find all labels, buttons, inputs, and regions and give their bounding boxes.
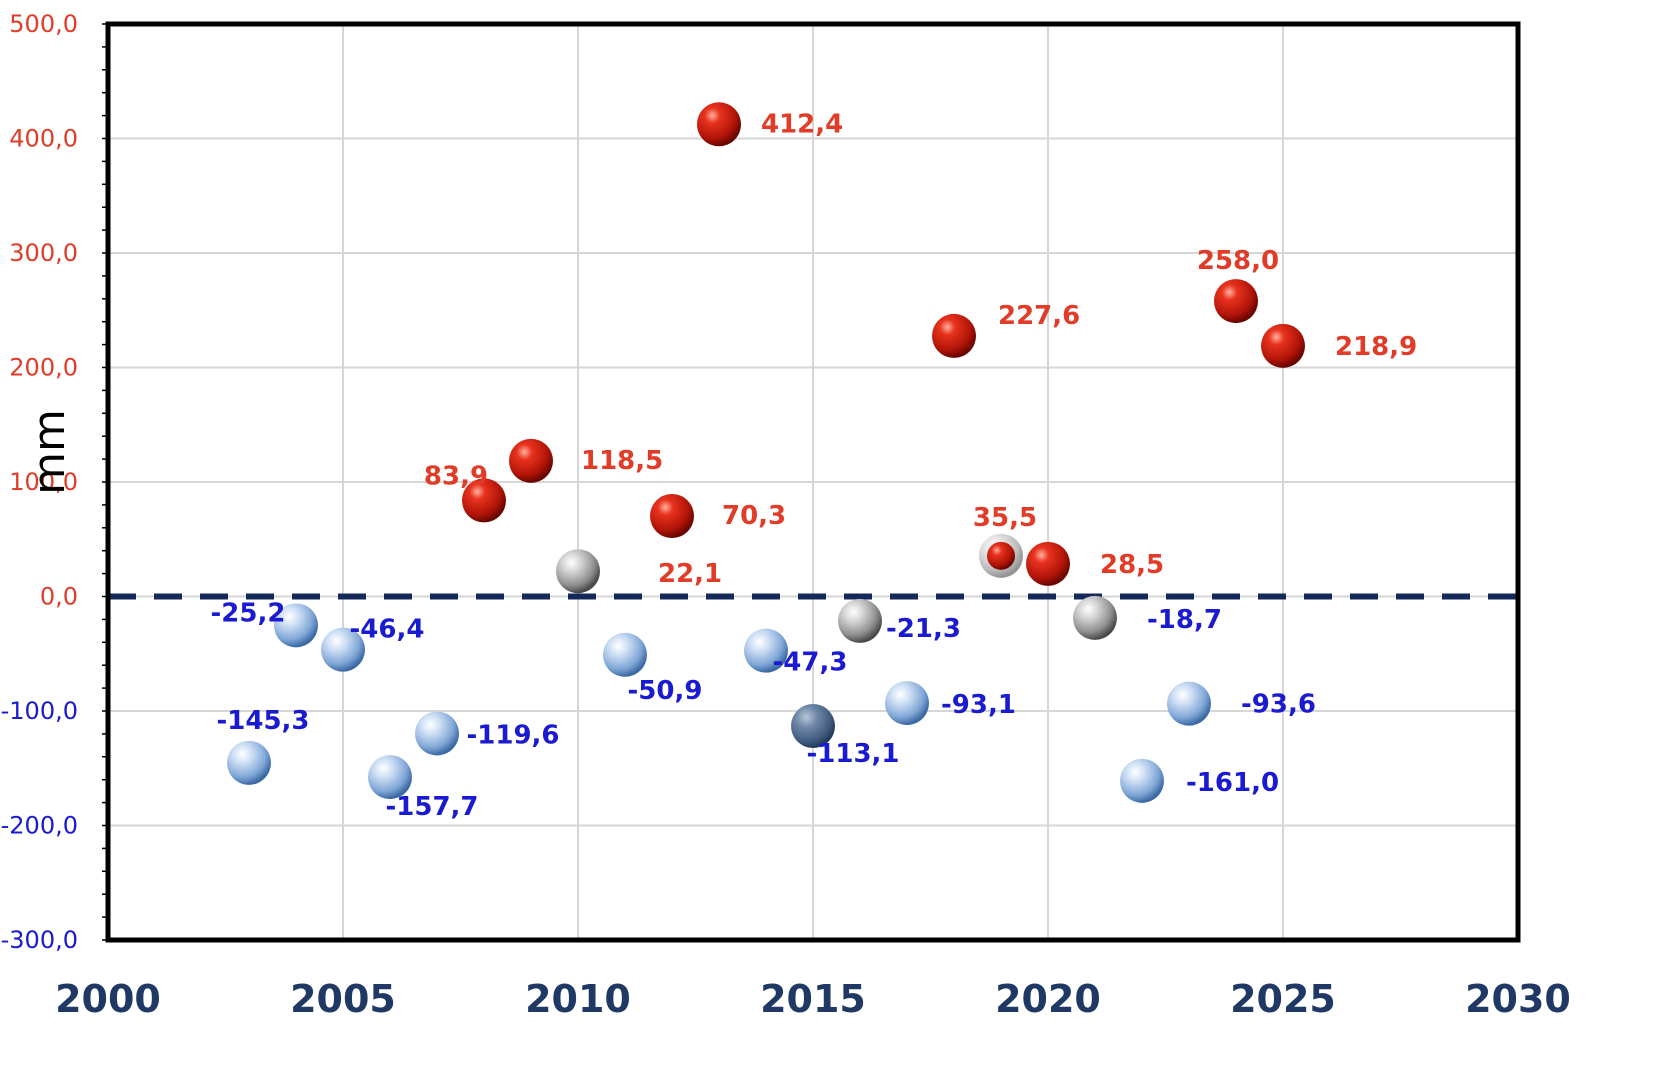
plot-frame [105,21,1521,943]
data-point-2014 [744,628,788,673]
data-label-2015: -113,1 [806,739,899,769]
data-point-2013 [697,102,741,147]
y-tick-label: 100,0 [9,468,78,496]
y-tick-labels: 500,0 400,0 300,0 200,0 100,0 0,0 -100,0 -200,0… [1,10,78,954]
data-point-2011 [603,632,647,677]
data-label-2023: -93,6 [1241,690,1316,720]
data-point-2022 [1120,758,1164,803]
data-point-2010 [556,549,600,594]
data-point-2016 [838,598,882,643]
y-tick-label: 200,0 [9,354,78,382]
data-point-2015 [791,703,835,748]
data-point-2012 [650,494,694,539]
data-point-2023 [1167,681,1211,726]
data-label-2004: -25,2 [211,598,286,628]
data-point-2004 [274,603,318,648]
data-point-2020 [1026,541,1070,586]
grid [107,23,1519,941]
data-label-2021: -18,7 [1147,605,1222,635]
x-tick-label: 2000 [55,977,161,1021]
data-label-2005: -46,4 [350,615,425,645]
data-point-2003 [227,740,271,785]
x-tick-labels: 2000 2005 2010 2015 2020 2025 2030 [55,977,1571,1021]
data-label-2019: 35,5 [973,503,1037,533]
data-label-2013: 412,4 [761,109,843,139]
data-point-2009 [509,438,553,483]
data-label-2007: -119,6 [466,720,559,750]
data-label-2018: 227,6 [998,301,1080,331]
x-tick-label: 2025 [1230,977,1336,1021]
data-label-2022: -161,0 [1186,768,1279,798]
data-label-2011: -50,9 [628,676,703,706]
data-point-2021 [1073,595,1117,640]
x-tick-label: 2015 [760,977,866,1021]
data-points [227,102,1305,803]
data-point-2025 [1261,323,1305,368]
y-axis-label: mm [24,409,75,495]
y-tick-label: -200,0 [1,812,78,840]
data-label-2010: 22,1 [658,559,722,589]
data-label-2006: -157,7 [385,792,478,822]
data-point-2024 [1214,279,1258,324]
data-point-2018 [932,313,976,358]
data-label-2009: 118,5 [581,446,663,476]
data-point-2008 [462,478,506,523]
data-label-2008: 83,9 [424,461,488,491]
y-tick-label: 400,0 [9,125,78,153]
y-tick-label: 0,0 [40,583,78,611]
y-tick-label: 300,0 [9,239,78,267]
data-label-2016: -21,3 [886,614,961,644]
x-tick-label: 2010 [525,977,631,1021]
x-tick-label: 2020 [995,977,1101,1021]
data-point-2019 [987,541,1015,570]
data-label-2020: 28,5 [1100,550,1164,580]
data-label-2017: -93,1 [941,690,1016,720]
y-tick-label: 500,0 [9,10,78,38]
data-label-2025: 218,9 [1335,332,1417,362]
data-point-2007 [415,711,459,756]
data-labels: -145,3 -25,2 -46,4 -157,7 -119,6 83,9 118,5 22,… [211,109,1418,822]
x-tick-label: 2030 [1465,977,1571,1021]
data-point-2005 [321,627,365,672]
data-point-2017 [885,681,929,726]
data-point-2006 [368,755,412,800]
data-label-2003: -145,3 [216,706,309,736]
data-label-2014: -47,3 [773,648,848,678]
data-label-2024: 258,0 [1197,246,1279,276]
y-tick-label: -300,0 [1,926,78,954]
y-tick-label: -100,0 [1,697,78,725]
data-label-2012: 70,3 [722,501,786,531]
x-tick-label: 2005 [290,977,396,1021]
